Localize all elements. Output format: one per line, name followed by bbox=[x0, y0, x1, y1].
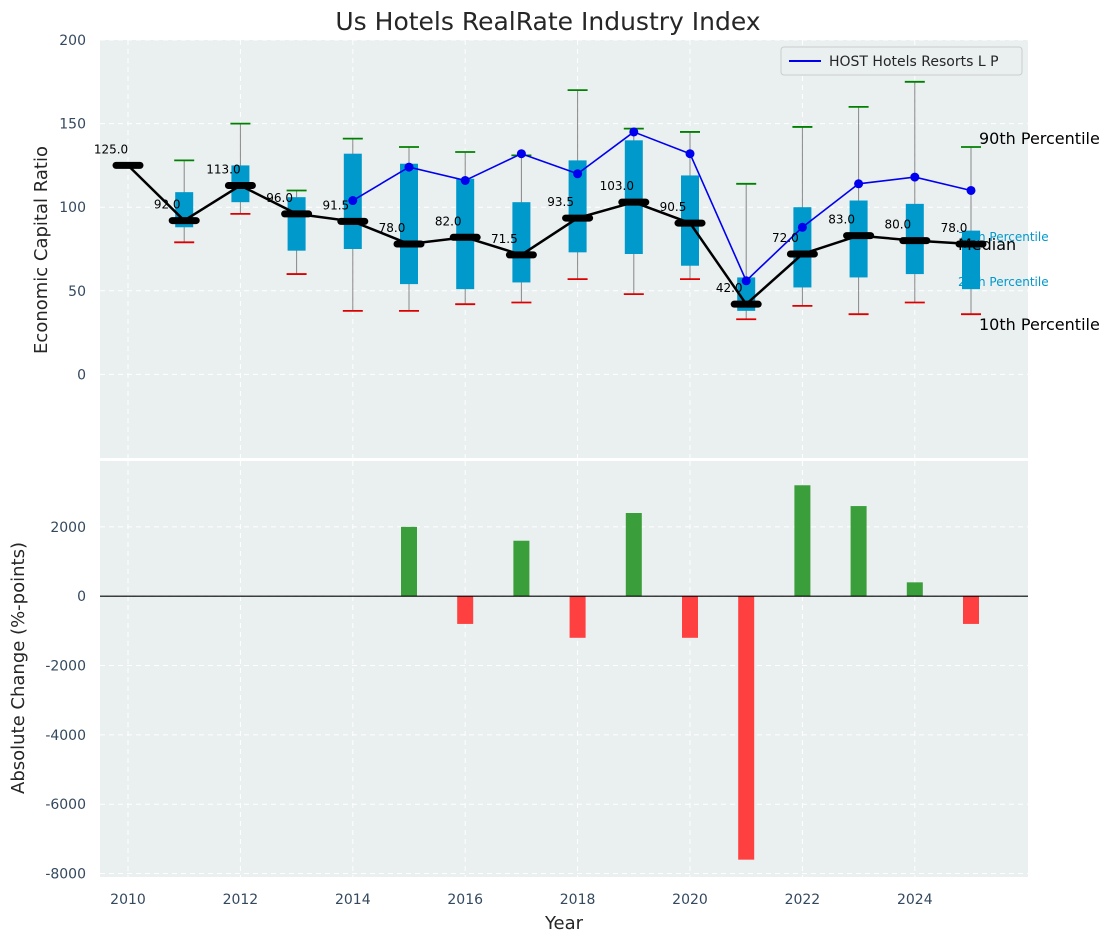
company-line bbox=[352, 131, 972, 283]
change-bar-2024 bbox=[906, 582, 923, 597]
annotation-10th-percentile: 10th Percentile bbox=[979, 315, 1100, 334]
median-value-label-2025: 78.0 bbox=[941, 221, 968, 235]
median-value-label-2013: 96.0 bbox=[266, 191, 293, 205]
annotation-90th-percentile: 90th Percentile bbox=[979, 129, 1100, 148]
median-value-label-2018: 93.5 bbox=[547, 195, 574, 209]
median-value-label-2012: 113.0 bbox=[206, 162, 240, 176]
change-bar-2025 bbox=[963, 596, 979, 624]
top-panel-background bbox=[100, 40, 1028, 458]
change-bar-2016 bbox=[457, 596, 474, 624]
median-value-label-2023: 83.0 bbox=[828, 213, 855, 227]
median-value-label-2021: 42.0 bbox=[716, 281, 743, 295]
company-point-2017 bbox=[516, 149, 526, 159]
company-point-2019 bbox=[629, 127, 639, 137]
company-point-2025 bbox=[966, 185, 976, 195]
company-point-2015 bbox=[404, 162, 414, 172]
median-line bbox=[127, 164, 972, 307]
company-point-2022 bbox=[797, 222, 807, 232]
legend: HOST Hotels Resorts L P bbox=[780, 46, 1023, 76]
change-bar-2023 bbox=[850, 506, 867, 597]
median-value-label-2020: 90.5 bbox=[660, 200, 687, 214]
x-tick-label: 2012 bbox=[223, 892, 259, 908]
company-point-2018 bbox=[573, 169, 583, 179]
x-tick-label: 2010 bbox=[110, 892, 146, 908]
top-y-tick-label: 100 bbox=[59, 200, 86, 216]
bottom-y-tick-label: -8000 bbox=[45, 867, 86, 883]
bottom-y-tick-label: -6000 bbox=[45, 797, 86, 813]
iqr-box-2018 bbox=[568, 160, 587, 253]
top-y-tick-label: 50 bbox=[68, 284, 86, 300]
median-value-label-2010: 125.0 bbox=[94, 142, 128, 156]
change-bar-2020 bbox=[682, 596, 698, 638]
annotation-median: Median bbox=[958, 235, 1016, 254]
x-tick-label: 2022 bbox=[785, 892, 821, 908]
change-bar-2022 bbox=[794, 485, 811, 597]
axis-layer: 0 50 100 150 200 -8000 -6000 -4000 -2000 0 2000 201… bbox=[45, 33, 1028, 908]
median-value-label-2017: 71.5 bbox=[491, 232, 518, 246]
median-value-label-2014: 91.5 bbox=[322, 198, 349, 212]
median-value-label-2011: 92.0 bbox=[154, 198, 181, 212]
x-tick-label: 2018 bbox=[560, 892, 596, 908]
bottom-y-axis-label: Absolute Change (%-points) bbox=[8, 542, 29, 794]
median-value-label-2019: 103.0 bbox=[600, 179, 634, 193]
company-point-2023 bbox=[854, 179, 864, 189]
legend-box bbox=[780, 46, 1023, 76]
median-value-label-2024: 80.0 bbox=[884, 218, 911, 232]
annotation-75th-percentile: 75th Percentile bbox=[958, 230, 1049, 244]
bottom-y-tick-label: -2000 bbox=[45, 659, 86, 675]
change-bar-2015 bbox=[401, 526, 417, 597]
x-tick-label: 2020 bbox=[672, 892, 708, 908]
top-y-axis-label: Economic Capital Ratio bbox=[31, 146, 52, 354]
change-bar-2018 bbox=[569, 596, 586, 638]
bottom-y-tick-label: 2000 bbox=[50, 520, 86, 536]
line-layer bbox=[112, 127, 987, 308]
top-y-tick-label: 150 bbox=[59, 117, 86, 133]
company-point-2014 bbox=[348, 196, 358, 206]
x-tick-label: 2024 bbox=[897, 892, 933, 908]
median-value-label-2016: 82.0 bbox=[435, 214, 462, 228]
change-bar-2019 bbox=[625, 513, 642, 597]
median-value-label-2015: 78.0 bbox=[379, 221, 406, 235]
company-point-2024 bbox=[910, 172, 920, 182]
bottom-panel-background bbox=[100, 461, 1028, 877]
x-tick-label: 2014 bbox=[335, 892, 371, 908]
bottom-y-tick-label: 0 bbox=[77, 589, 86, 605]
iqr-box-2022 bbox=[793, 207, 812, 288]
legend-label: HOST Hotels Resorts L P bbox=[829, 54, 999, 70]
company-point-2021 bbox=[741, 276, 751, 286]
annotation-25th-percentile: 25th Percentile bbox=[958, 275, 1049, 289]
iqr-box-2013 bbox=[287, 197, 306, 251]
top-y-tick-label: 0 bbox=[77, 367, 86, 383]
label-layer: 125.0 92.0 113.0 96.0 91.5 78.0 82.0 71.5 93.5 10… bbox=[94, 142, 968, 295]
company-point-2016 bbox=[460, 175, 470, 185]
x-axis-label: Year bbox=[544, 913, 584, 934]
x-tick-label: 2016 bbox=[447, 892, 483, 908]
iqr-box-2017 bbox=[512, 202, 531, 283]
company-point-2020 bbox=[685, 149, 695, 159]
median-value-label-2022: 72.0 bbox=[772, 231, 799, 245]
top-y-tick-label: 200 bbox=[59, 33, 86, 49]
change-bar-2017 bbox=[513, 540, 530, 597]
bottom-y-tick-label: -4000 bbox=[45, 728, 86, 744]
chart-title: Us Hotels RealRate Industry Index bbox=[335, 7, 760, 36]
change-bar-2021 bbox=[738, 596, 755, 860]
bars-layer bbox=[401, 485, 979, 860]
iqr-box-2019 bbox=[624, 140, 643, 255]
iqr-box-2015 bbox=[400, 163, 418, 285]
